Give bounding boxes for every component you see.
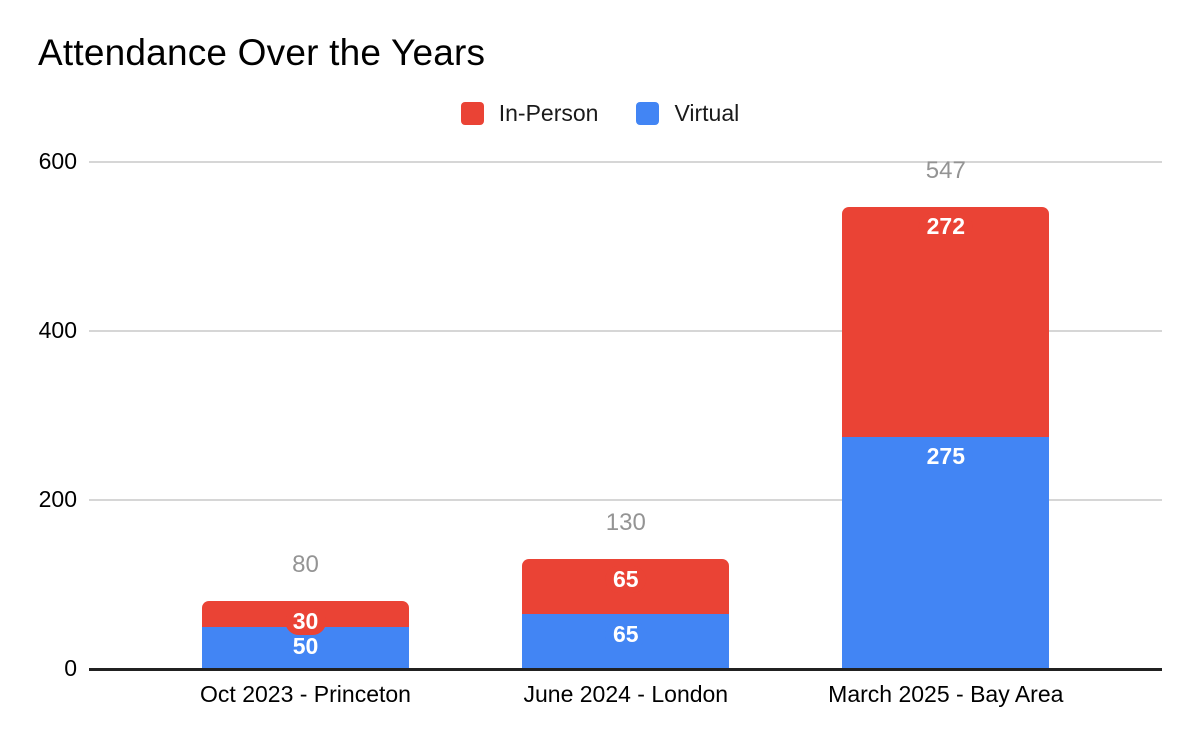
segment-label-june-2024-london-virtual: 65	[605, 620, 647, 648]
legend-label-virtual: Virtual	[674, 100, 740, 126]
gridline-600	[89, 161, 1162, 163]
total-label-june-2024-london: 130	[605, 509, 646, 537]
total-label-march-2025-bay-area: 547	[925, 156, 966, 184]
y-tick-200: 200	[38, 486, 77, 512]
chart-title: Attendance Over the Years	[38, 32, 486, 73]
y-tick-0: 0	[64, 655, 77, 681]
legend: In-Person Virtual	[0, 100, 1200, 127]
legend-item-in-person: In-Person	[460, 100, 599, 127]
segment-label-oct-2023-princeton-in-person: 30	[284, 607, 327, 635]
category-label-june-2024-london: June 2024 - London	[523, 681, 729, 707]
gridline-200	[89, 499, 1162, 501]
segment-label-june-2024-london-in-person: 65	[605, 565, 647, 593]
bar-segment-march-2025-bay-area-in-person	[842, 206, 1050, 437]
segment-label-march-2025-bay-area-in-person: 272	[918, 213, 973, 241]
segment-label-march-2025-bay-area-virtual: 275	[918, 443, 973, 471]
y-tick-600: 600	[38, 148, 77, 174]
category-label-march-2025-bay-area: March 2025 - Bay Area	[828, 681, 1064, 707]
legend-item-virtual: Virtual	[636, 100, 739, 127]
category-label-oct-2023-princeton: Oct 2023 - Princeton	[200, 681, 411, 707]
legend-label-in-person: In-Person	[498, 100, 599, 126]
total-label-oct-2023-princeton: 80	[292, 551, 319, 579]
y-tick-400: 400	[38, 317, 77, 343]
x-axis-line	[89, 667, 1162, 671]
gridline-400	[89, 330, 1162, 332]
bar-segment-march-2025-bay-area-virtual	[842, 436, 1050, 669]
virtual-swatch-icon	[636, 102, 660, 125]
in-person-swatch-icon	[460, 102, 484, 125]
segment-label-oct-2023-princeton-virtual: 50	[284, 633, 327, 661]
